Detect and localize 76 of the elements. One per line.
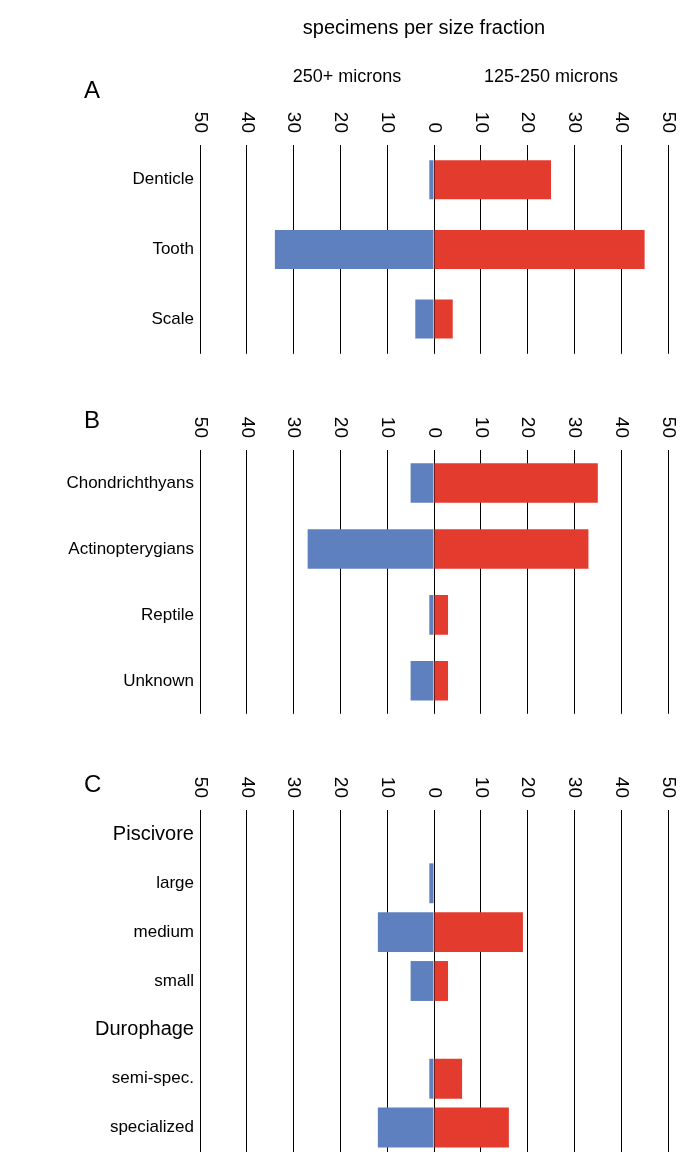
x-tick-label: 10 <box>377 776 399 798</box>
x-tick-label: 50 <box>658 776 680 798</box>
x-tick-label: 30 <box>284 776 306 798</box>
x-tick-label: 50 <box>658 416 680 438</box>
x-tick-label: 50 <box>190 111 212 133</box>
x-tick-label: 40 <box>237 416 259 438</box>
bar <box>434 912 523 953</box>
y-tick-label: medium <box>133 921 194 941</box>
x-tick-label: 0 <box>424 122 446 133</box>
x-tick-label: 20 <box>331 776 353 798</box>
bar <box>410 463 434 503</box>
x-tick-label: 10 <box>471 776 493 798</box>
y-tick-label: large <box>156 872 194 892</box>
x-tick-label: 40 <box>237 776 259 798</box>
x-tick-label: 0 <box>424 787 446 798</box>
x-tick-label: 20 <box>518 111 540 133</box>
bar <box>434 529 589 569</box>
y-tick-label: Unknown <box>123 670 194 690</box>
y-tick-label: small <box>154 970 194 990</box>
x-tick-label: 0 <box>424 427 446 438</box>
y-tick-label: Chondrichthyans <box>66 472 194 492</box>
bar <box>410 961 434 1001</box>
bar <box>307 529 434 569</box>
bar <box>415 299 434 339</box>
bar <box>429 160 434 200</box>
y-tick-label: Piscivore <box>112 821 194 844</box>
x-tick-label: 50 <box>658 111 680 133</box>
y-tick-label: Reptile <box>141 604 194 624</box>
x-tick-label: 20 <box>518 416 540 438</box>
bar <box>434 595 449 635</box>
bar <box>434 463 598 503</box>
text: 250+ microns <box>292 65 402 86</box>
y-tick-label: Actinopterygians <box>68 538 194 558</box>
x-tick-label: 30 <box>565 111 587 133</box>
x-tick-label: 10 <box>377 111 399 133</box>
x-tick-label: 20 <box>331 111 353 133</box>
chart-title: C <box>84 770 102 797</box>
x-tick-label: 40 <box>237 111 259 133</box>
bar <box>274 229 434 269</box>
bar <box>434 160 551 200</box>
bar <box>377 1107 434 1148</box>
x-tick-label: 40 <box>611 111 633 133</box>
y-tick-label: Denticle <box>132 169 194 189</box>
y-tick-label: Tooth <box>152 239 194 259</box>
x-tick-label: 30 <box>284 111 306 133</box>
chart-title: B <box>84 406 101 433</box>
x-tick-label: 30 <box>284 416 306 438</box>
bar <box>410 661 434 701</box>
x-tick-label: 20 <box>331 416 353 438</box>
y-tick-label: Scale <box>151 308 194 328</box>
x-tick-label: 10 <box>471 111 493 133</box>
bar <box>434 1107 509 1148</box>
bar <box>434 299 453 339</box>
bar <box>429 863 434 904</box>
x-tick-label: 10 <box>377 416 399 438</box>
chart-title: A <box>84 76 101 103</box>
x-tick-label: 50 <box>190 776 212 798</box>
x-tick-label: 50 <box>190 416 212 438</box>
x-tick-label: 30 <box>565 416 587 438</box>
bar <box>434 661 449 701</box>
x-tick-label: 40 <box>611 776 633 798</box>
bar <box>434 961 449 1001</box>
x-tick-label: 10 <box>471 416 493 438</box>
x-axis-title: specimens per size fraction <box>302 15 546 38</box>
y-tick-label: semi-spec. <box>111 1068 194 1088</box>
bar <box>429 1058 434 1099</box>
bar <box>434 229 645 269</box>
text: 125-250 microns <box>483 65 619 86</box>
bar <box>434 1058 463 1099</box>
x-tick-label: 40 <box>611 416 633 438</box>
bar <box>377 912 434 953</box>
y-tick-label: specialized <box>109 1117 194 1137</box>
bar <box>429 595 434 635</box>
y-tick-label: Durophage <box>95 1017 194 1040</box>
x-tick-label: 20 <box>518 776 540 798</box>
x-tick-label: 30 <box>565 776 587 798</box>
